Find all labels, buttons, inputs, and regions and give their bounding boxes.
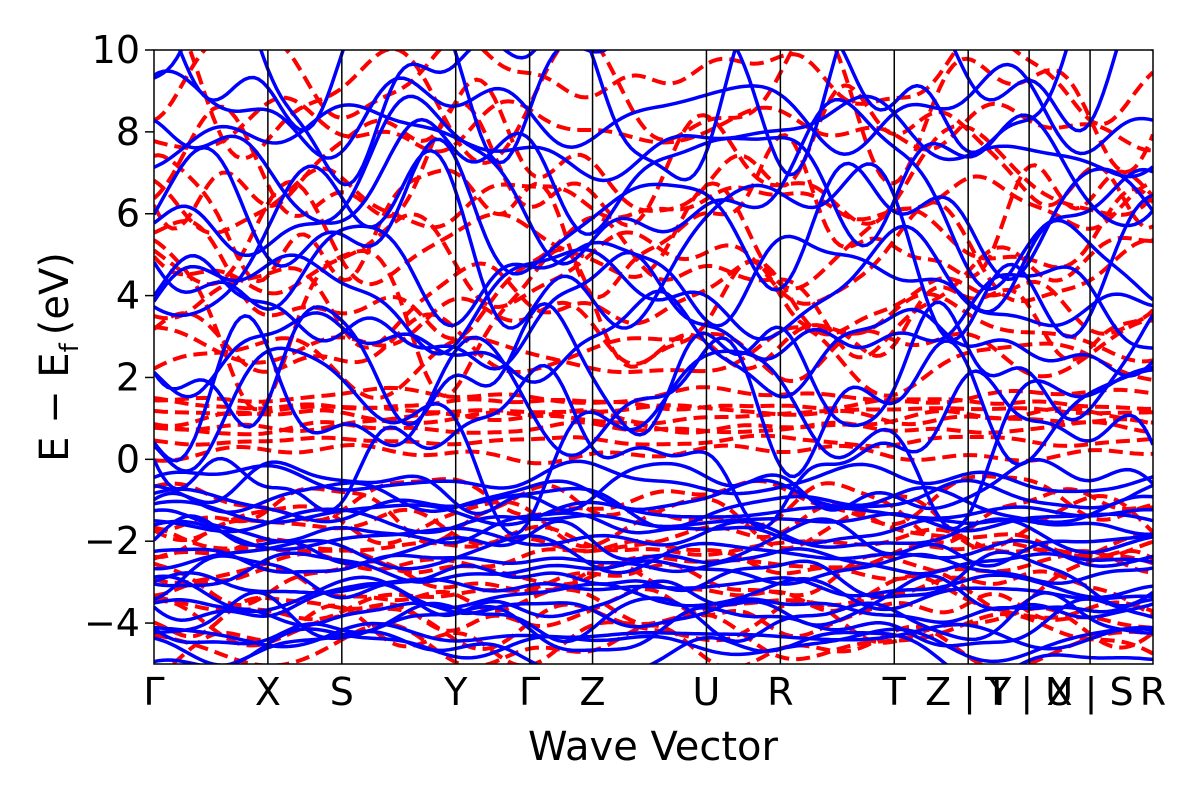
red-dashed-band: [154, 166, 1153, 236]
kpoint-lines: [267, 50, 1091, 664]
blue-solid-band: [154, 218, 1153, 328]
x-tick-label: X: [255, 670, 281, 714]
x-tick-label: U: [693, 670, 721, 714]
blue-solid-band: [154, 50, 1153, 187]
y-axis-title: E − Ef (eV): [32, 252, 85, 462]
blue-solid-band: [154, 485, 1153, 530]
red-dashed-band: [154, 133, 1153, 300]
x-tick-label: Γ: [143, 670, 164, 714]
x-axis-title: Wave Vector: [528, 724, 779, 770]
blue-solid-band: [154, 508, 1153, 546]
plot-area: [154, 50, 1153, 664]
red-dashed-band: [154, 420, 1153, 437]
blue-solid-band: [154, 547, 1153, 576]
x-tick-label: Γ: [519, 670, 540, 714]
red-dashed-band: [154, 50, 1153, 127]
x-tick-label: Z | Y: [925, 670, 1012, 715]
red-dashed-band: [154, 215, 1153, 360]
x-tick-label: R: [1140, 670, 1166, 714]
x-tick-label: X | S: [1047, 670, 1134, 715]
x-tick-label: T: [882, 670, 907, 714]
blue-solid-band: [154, 250, 1153, 371]
y-tick-label: 6: [116, 192, 140, 236]
y-tick-label: −2: [84, 519, 140, 563]
y-tick-label: 4: [116, 274, 140, 318]
blue-solid-band: [154, 313, 1153, 479]
blue-solid-band: [154, 621, 1153, 651]
blue-solid-band: [154, 571, 1153, 600]
blue-solid-band: [154, 289, 1153, 399]
plot-frame: [153, 49, 1154, 665]
y-tick-label: 10: [92, 28, 140, 72]
blue-solid-band: [154, 346, 1153, 537]
x-tick-label: Y: [443, 670, 468, 714]
y-tick-label: −4: [84, 601, 140, 645]
blue-solid-band: [154, 550, 1153, 608]
blue-solid-band: [154, 300, 1153, 437]
red-dashed-band: [154, 587, 1153, 639]
red-dashed-band: [154, 238, 1153, 412]
red-dashed-band: [154, 101, 1153, 228]
y-tick-label: 2: [116, 355, 140, 399]
y-tick-label: 8: [116, 110, 140, 154]
y-axis-title-unit: (eV): [32, 252, 78, 335]
x-tick-label: R: [767, 670, 793, 714]
red-dashed-band: [154, 502, 1153, 560]
red-dashed-band: [154, 481, 1153, 545]
blue-solid-band: [154, 457, 1153, 516]
red-dashed-band: [154, 77, 1153, 231]
bands: [154, 50, 1153, 664]
blue-solid-band: [154, 363, 1153, 530]
blue-solid-band: [154, 94, 1153, 183]
x-tick-label: T | U: [984, 670, 1073, 715]
y-tick-label: 0: [116, 437, 140, 481]
blue-solid-band: [154, 478, 1153, 514]
blue-solid-band: [154, 597, 1153, 629]
red-dashed-band: [154, 95, 1153, 154]
x-tick-label: S: [330, 670, 354, 714]
blue-solid-band: [154, 137, 1153, 292]
blue-solid-band: [154, 148, 1153, 342]
y-axis-title-main: E − E: [32, 352, 78, 462]
red-dashed-band: [154, 433, 1153, 449]
blue-solid-band: [154, 534, 1153, 575]
red-dashed-band: [154, 598, 1153, 652]
y-axis-title-subscript: f: [55, 342, 85, 352]
y-axis: −4 −2 0 2 4 6 8 10: [84, 28, 154, 645]
red-dashed-band: [154, 442, 1153, 466]
x-tick-label: Z: [580, 670, 606, 714]
blue-solid-band: [154, 514, 1153, 568]
blue-solid-band: [177, 50, 1119, 177]
